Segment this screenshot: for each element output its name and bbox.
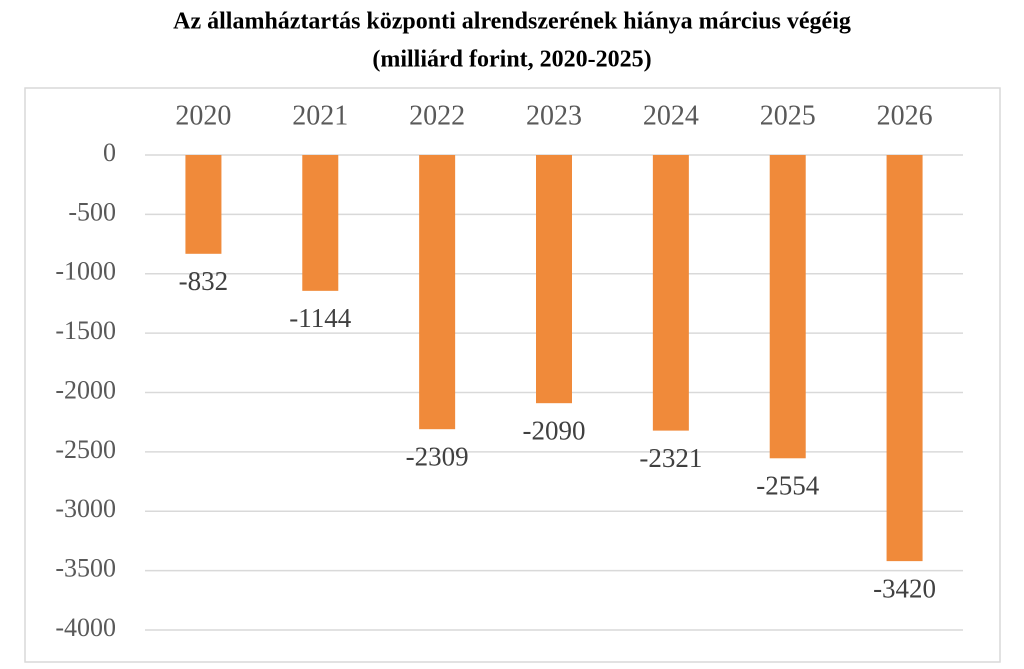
bar	[769, 155, 806, 459]
y-tick-label: -2000	[55, 375, 116, 404]
x-tick-label: 2024	[643, 100, 699, 131]
chart-title: Az államháztartás központi alrendszeréne…	[173, 9, 851, 35]
y-tick-label: -500	[68, 197, 116, 226]
y-tick-label: -2500	[55, 435, 116, 464]
bar	[652, 155, 689, 431]
data-label: -2309	[406, 441, 469, 471]
y-tick-label: -1500	[55, 316, 116, 345]
x-tick-label: 2021	[292, 100, 348, 131]
y-tick-label: -4000	[55, 613, 116, 642]
y-tick-label: -3000	[55, 494, 116, 523]
x-tick-label: 2022	[409, 100, 465, 131]
x-tick-label: 2025	[760, 100, 816, 131]
x-tick-label: 2023	[526, 100, 582, 131]
bar	[185, 155, 222, 254]
bar	[419, 155, 456, 430]
y-tick-label: -3500	[55, 554, 116, 583]
data-label: -2554	[756, 470, 819, 500]
chart-frame	[24, 87, 1001, 663]
bar	[302, 155, 339, 291]
chart-subtitle: (milliárd forint, 2020-2025)	[372, 47, 651, 73]
x-tick-label: 2026	[877, 100, 933, 131]
data-label: -2090	[523, 415, 586, 445]
data-label: -1144	[289, 303, 351, 333]
data-label: -2321	[639, 443, 702, 473]
y-tick-label: 0	[103, 138, 116, 167]
bar	[886, 155, 923, 562]
data-label: -832	[179, 266, 229, 296]
bar	[536, 155, 572, 404]
x-tick-label: 2020	[175, 100, 231, 131]
y-tick-label: -1000	[55, 257, 116, 286]
data-label: -3420	[873, 573, 936, 603]
